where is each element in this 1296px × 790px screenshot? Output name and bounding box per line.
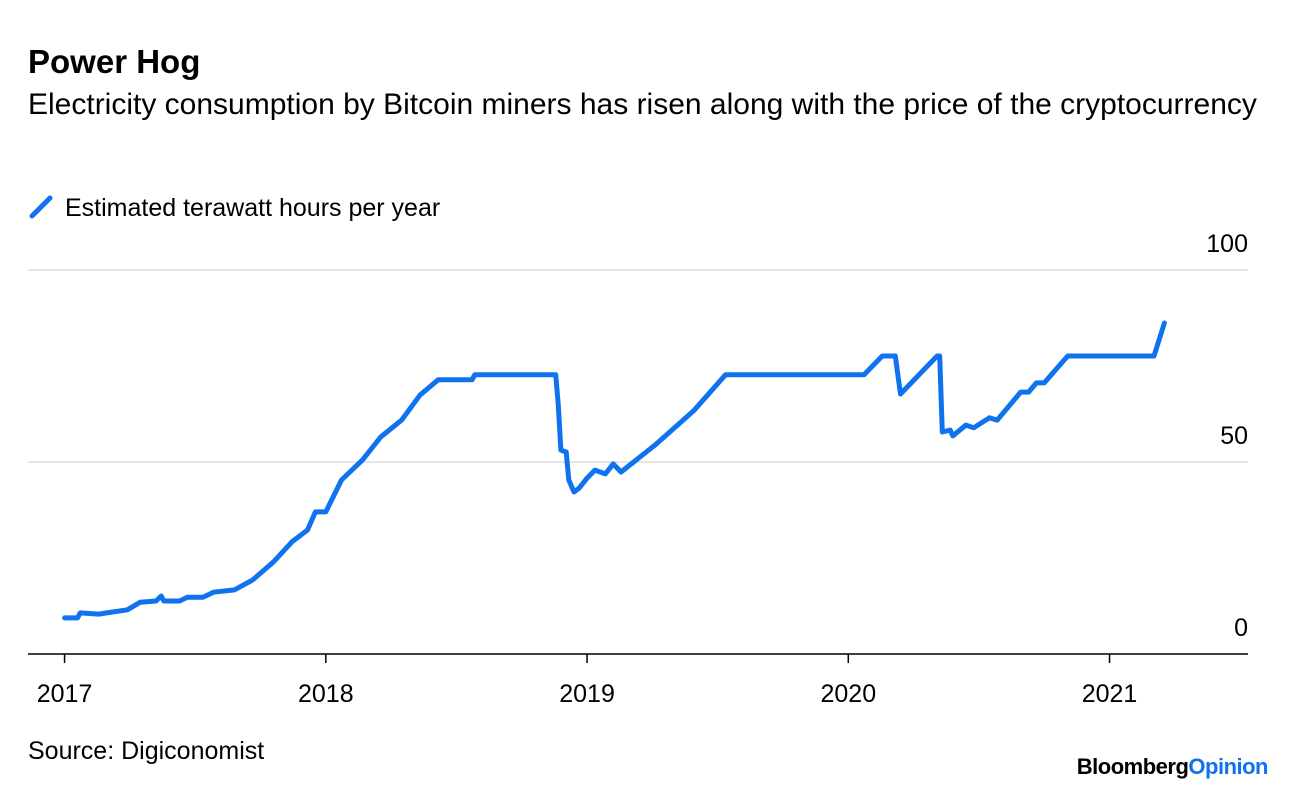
brand: BloombergOpinion (1077, 754, 1268, 779)
y-tick-label: 100 (1206, 230, 1248, 258)
chart-subtitle: Electricity consumption by Bitcoin miner… (28, 88, 1257, 121)
x-tick-label: 2017 (37, 680, 93, 708)
brand-name: Bloomberg (1077, 754, 1189, 779)
source: Source: Digiconomist (28, 737, 264, 765)
x-tick-label: 2020 (820, 680, 876, 708)
subtitle-box: Electricity consumption by Bitcoin miner… (28, 88, 1257, 121)
legend-label: Estimated terawatt hours per year (65, 194, 440, 222)
y-tick-label: 50 (1220, 422, 1248, 450)
series-line (62, 320, 1167, 621)
x-tick-label: 2021 (1082, 680, 1138, 708)
legend-swatch (29, 195, 53, 219)
x-tick-label: 2019 (559, 680, 615, 708)
y-tick-label: 0 (1234, 614, 1248, 642)
chart-title: Power Hog (28, 43, 200, 80)
brand-suffix: Opinion (1188, 754, 1268, 779)
x-tick-label: 2018 (298, 680, 354, 708)
